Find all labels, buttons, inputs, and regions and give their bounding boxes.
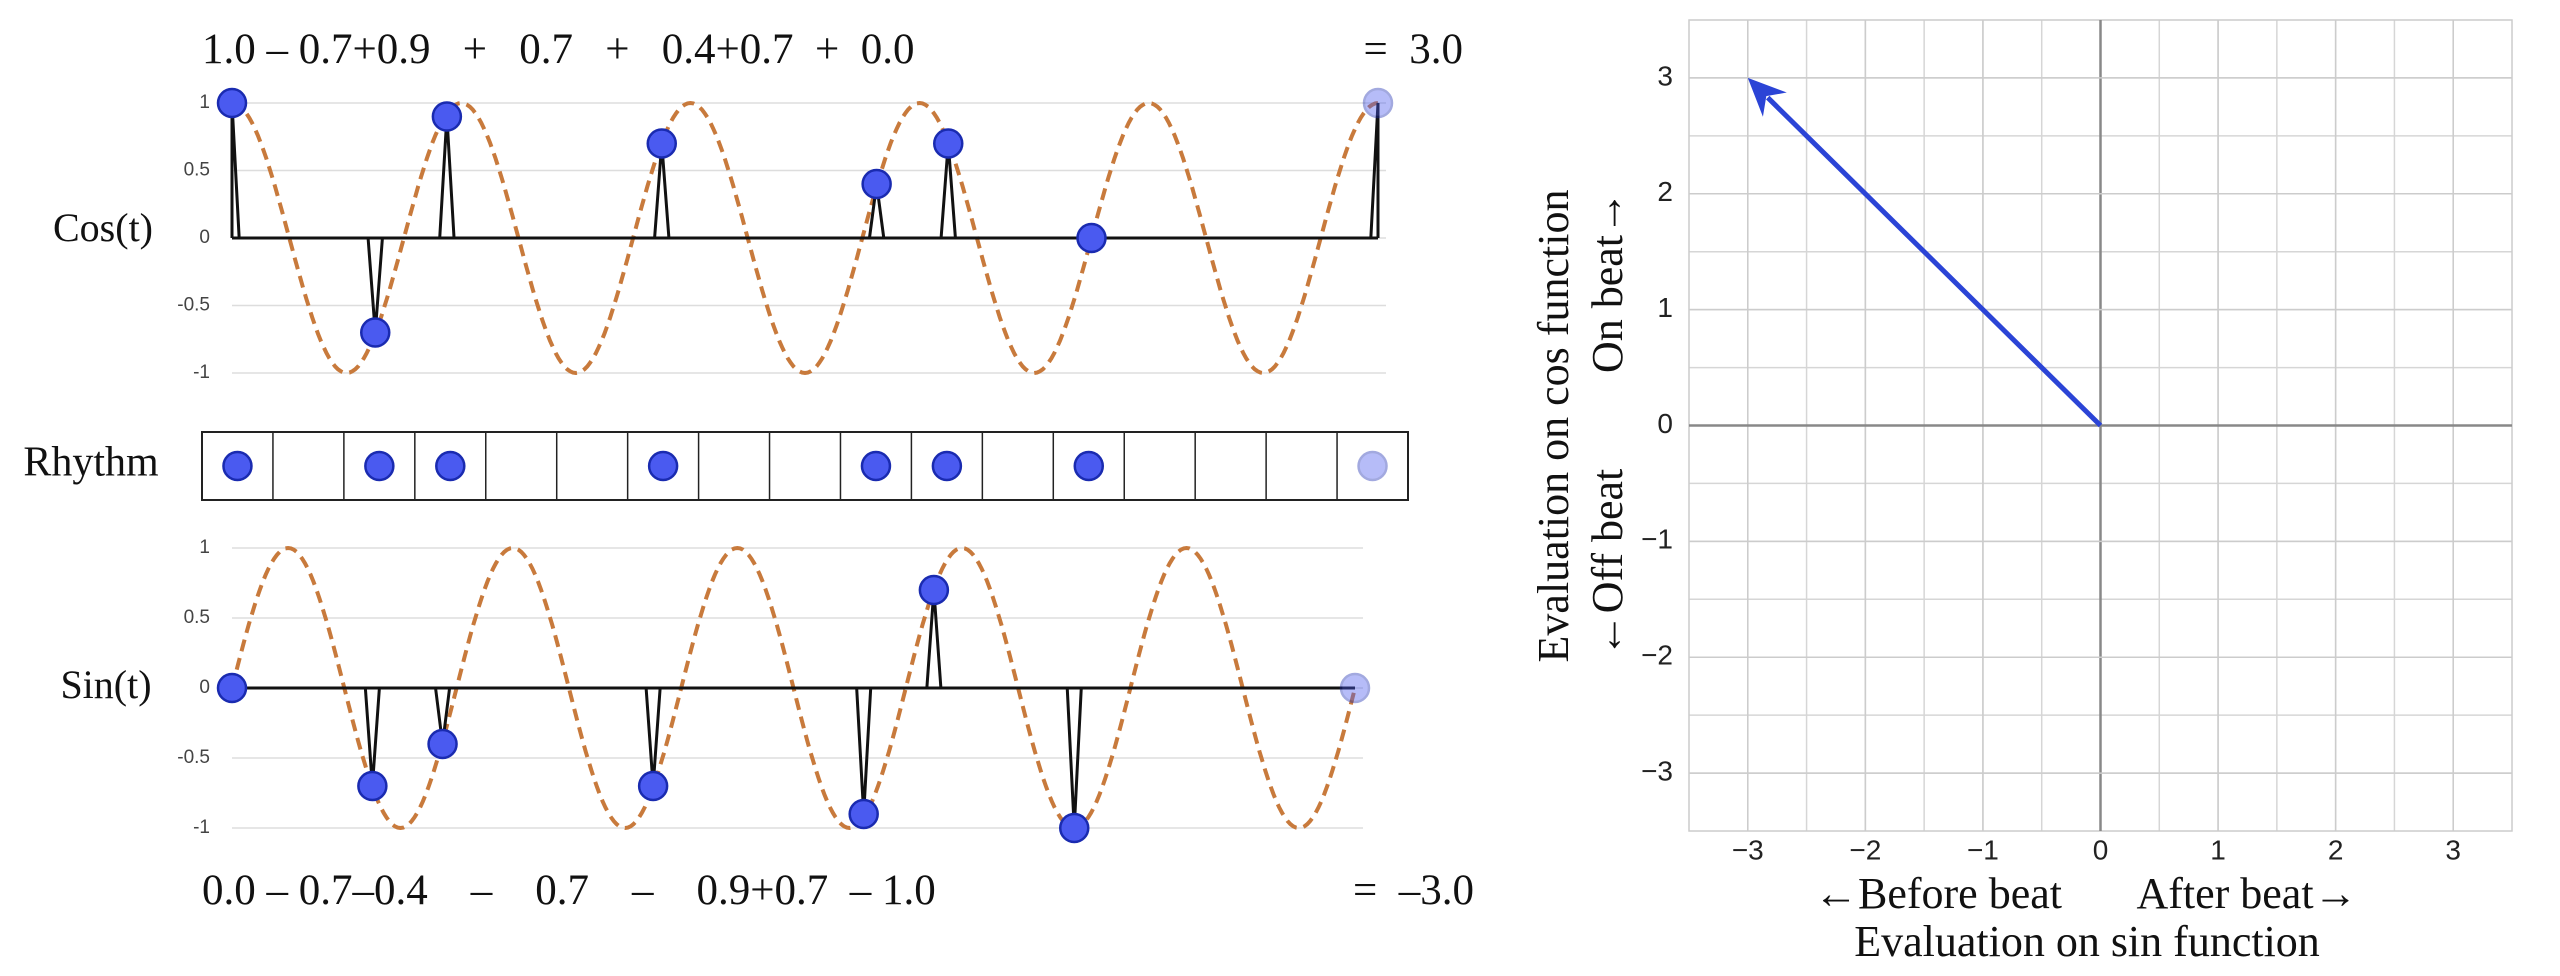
y-tick-label: −3 <box>1641 755 1673 786</box>
x-tick-label: −3 <box>1732 834 1764 865</box>
rhythm-hit <box>1357 450 1388 482</box>
y-tick-label: 1 <box>199 92 210 113</box>
y-tick-label: 0 <box>199 677 210 698</box>
x-tick-label: 1 <box>2210 834 2226 865</box>
hit-point <box>357 770 388 802</box>
hit-point <box>216 672 248 704</box>
y-tick-label: -1 <box>193 817 210 838</box>
y-axis-label: Cos(t) <box>53 205 153 250</box>
equation-total: = –3.0 <box>1353 867 1474 914</box>
hit-point <box>933 128 964 159</box>
vector-shaft <box>1765 95 2103 428</box>
hit-point <box>216 87 248 119</box>
x-tick-label: 2 <box>2328 834 2344 865</box>
x-axis-label: Evaluation on sin function <box>1854 917 2320 966</box>
y-tick-label: 1 <box>1657 292 1673 323</box>
y-tick-label: -0.5 <box>177 747 210 768</box>
x-tick-label: 3 <box>2445 834 2461 865</box>
equation: 0.0 – 0.7–0.4 – 0.7 – 0.9+0.7 – 1.0 <box>202 867 936 914</box>
hit-point <box>646 128 677 159</box>
y-tick-label: 2 <box>1657 176 1673 207</box>
vector-head <box>1747 77 1787 117</box>
hit-point <box>1059 812 1090 844</box>
rhythm-box <box>201 431 1409 501</box>
hit-point <box>861 168 892 200</box>
y-tick-label: 3 <box>1657 60 1673 91</box>
hit-point <box>637 770 669 802</box>
hit-point <box>848 798 879 830</box>
x-tick-label: 0 <box>2093 834 2109 865</box>
y-tick-label: 0.5 <box>184 160 210 181</box>
rhythm-hit <box>364 450 395 482</box>
y-tick-label: 0 <box>1657 408 1673 439</box>
y-tick-label: −2 <box>1641 640 1673 671</box>
x-axis-label-left: ←Before beat <box>1814 869 2062 918</box>
equation: 1.0 – 0.7+0.9 + 0.7 + 0.4+0.7 + 0.0 <box>202 26 915 73</box>
hit-point <box>1076 222 1107 254</box>
x-axis-label-right: After beat→ <box>2136 869 2357 918</box>
rhythm-hit <box>931 450 963 482</box>
y-tick-label: 0.5 <box>184 607 210 628</box>
rhythm-hit <box>1073 450 1105 482</box>
equation-total: = 3.0 <box>1363 26 1463 73</box>
y-tick-label: -0.5 <box>177 295 210 316</box>
hit-point <box>431 101 463 132</box>
rhythm-hit <box>647 450 679 482</box>
y-tick-label: -1 <box>193 362 210 383</box>
y-axis-label-top: On beat→ <box>1583 191 1632 373</box>
y-axis-label: Sin(t) <box>60 662 151 707</box>
y-tick-label: 1 <box>199 537 210 558</box>
reference-wave <box>231 100 1379 376</box>
x-tick-label: −2 <box>1849 834 1881 865</box>
row-label: Rhythm <box>23 440 159 486</box>
y-axis-label-bottom: ←Off beat <box>1583 469 1632 658</box>
y-tick-label: 0 <box>199 227 210 248</box>
rhythm-hit <box>435 450 466 482</box>
y-tick-label: −1 <box>1641 524 1673 555</box>
hit-point <box>918 574 950 606</box>
hit-point <box>427 728 458 760</box>
hit-point <box>360 317 391 348</box>
x-tick-label: −1 <box>1967 834 1999 865</box>
y-axis-label: Evaluation on cos function <box>1529 190 1578 663</box>
hit-point <box>1339 672 1371 704</box>
rhythm-hit <box>222 450 253 482</box>
rhythm-hit <box>860 450 892 482</box>
hit-point <box>1362 87 1394 119</box>
pulse-spike <box>1369 102 1380 239</box>
